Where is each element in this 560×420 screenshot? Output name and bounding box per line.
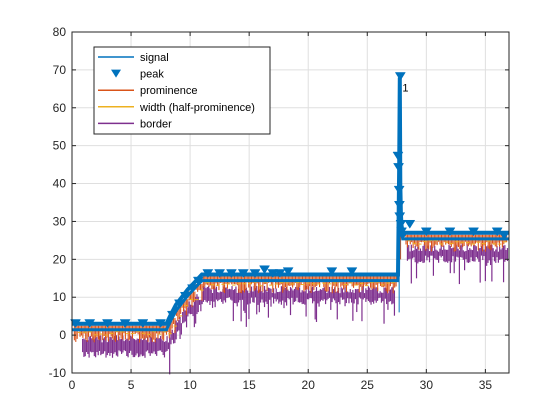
legend: signal peak prominence width (half-prominen… [93,46,271,135]
peak-marker [119,319,131,328]
peak-marker [395,219,407,229]
peak-marker [393,163,405,172]
legend-swatch-peak [111,69,121,78]
y-tick-label: 50 [53,139,67,153]
y-tick-label: 20 [53,252,67,266]
peak-marker [267,269,279,278]
plot-data [70,72,510,375]
peak-marker [225,269,237,278]
x-tick-label: 35 [479,378,493,392]
peak-marker [187,284,198,294]
peak-marker [155,319,167,328]
peak-marker [404,219,416,229]
peak-marker [397,231,409,241]
peak-marker [420,227,432,237]
y-tick-label: 10 [53,290,67,304]
annotations: 1 [402,82,408,94]
x-tick-label: 30 [420,378,434,392]
y-tick-label: 30 [53,214,67,228]
peak-marker [393,185,405,195]
peak-marker [249,269,261,278]
peak-marker [174,299,185,309]
legend-label: signal [140,52,169,64]
y-tick-label: 40 [53,177,67,191]
peak-marker [214,269,226,278]
peak-rank-label: 1 [402,82,408,94]
peak-marker [259,265,270,275]
x-tick-label: 5 [128,378,135,392]
peak-marker [498,231,510,241]
peak-marker [394,212,406,222]
peak-marker [326,267,338,277]
x-tick-label: 25 [361,378,375,392]
x-tick-label: 15 [242,378,256,392]
y-tick-label: 80 [53,25,67,39]
legend-label: width (half-prominence) [139,102,255,114]
x-tick-label: 20 [302,378,316,392]
y-tick-label: 60 [53,101,67,115]
peak-marker [101,319,113,328]
peak-marker [166,310,178,320]
peak-marker [468,227,480,237]
peak-marker [179,291,191,301]
legend-label: border [140,118,172,130]
plot-frame [71,31,510,374]
peak-marker [192,276,204,286]
peak-marker [84,319,96,328]
y-tick-label: 70 [53,63,67,77]
legend-label: peak [140,69,164,81]
peak-marker [202,269,214,278]
y-tick-label: -10 [49,366,67,380]
y-tick-label: 0 [59,328,66,342]
legend-label: prominence [140,85,197,97]
peak-marker [274,269,286,278]
peak-marker [70,319,81,328]
peak-marker [444,227,456,237]
peak-marker [346,267,358,277]
peak-marker [392,151,404,161]
peak-marker [394,72,406,81]
x-tick-label: 10 [183,378,197,392]
peak-marker [237,269,249,278]
x-tick-label: 0 [69,378,76,392]
peak-marker [393,201,405,210]
peak-marker [282,267,294,277]
peak-marker [137,319,149,328]
